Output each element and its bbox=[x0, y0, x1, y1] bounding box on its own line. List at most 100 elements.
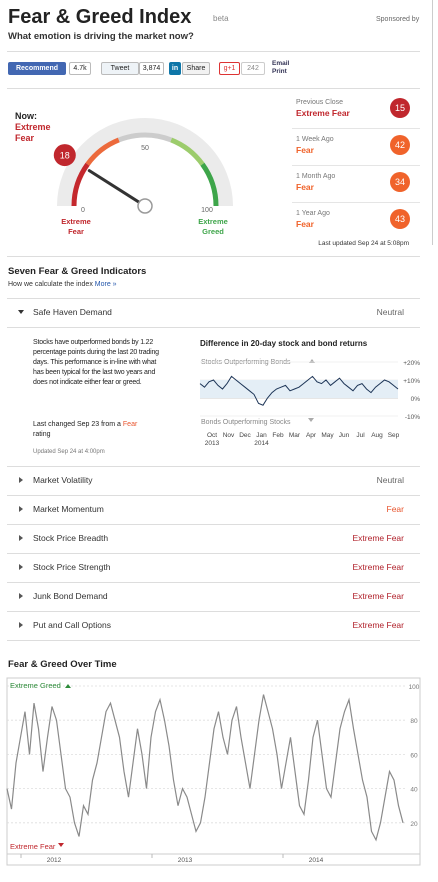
down-arrow bbox=[308, 418, 314, 422]
gplus-count: 242 bbox=[241, 62, 265, 75]
y-tick-label: 80 bbox=[410, 718, 418, 725]
row-arrow bbox=[19, 622, 23, 628]
year-label: 2014 bbox=[254, 440, 269, 447]
last-updated: Last updated Sep 24 at 5:08pm bbox=[318, 240, 409, 247]
tweet-count: 3,874 bbox=[139, 62, 164, 75]
month-label: Sep bbox=[388, 432, 400, 439]
row-name[interactable]: Market Volatility bbox=[33, 475, 93, 485]
more-link[interactable]: More » bbox=[94, 281, 117, 288]
y-tick-label: 0% bbox=[411, 396, 421, 403]
value-badge bbox=[53, 144, 76, 167]
divider bbox=[7, 88, 420, 89]
row-arrow bbox=[19, 593, 23, 599]
row-name[interactable]: Stock Price Strength bbox=[33, 562, 111, 572]
needle-hub bbox=[137, 198, 153, 214]
month-label: Jan bbox=[256, 432, 267, 439]
y-tick-label: +10% bbox=[403, 378, 420, 385]
indicators-title: Seven Fear & Greed Indicators bbox=[8, 266, 147, 277]
history-label: 1 Month Ago bbox=[296, 173, 336, 180]
chart-frame bbox=[6, 677, 421, 866]
history-badge: 34 bbox=[390, 172, 410, 192]
row-arrow bbox=[18, 310, 24, 314]
now-label: Now: bbox=[15, 111, 37, 121]
how-link: How we calculate the index More » bbox=[8, 281, 117, 288]
row-rating: Extreme Fear bbox=[352, 591, 405, 601]
row-name[interactable]: Junk Bond Demand bbox=[33, 591, 108, 601]
row-name[interactable]: Market Momentum bbox=[33, 504, 104, 514]
difference-line bbox=[199, 375, 399, 406]
row-rating: Extreme Fear bbox=[352, 620, 405, 630]
over-time-chart: 100 80 60 40 20 Extreme Greed Extreme Fear 2012… bbox=[6, 677, 421, 866]
month-label: Mar bbox=[289, 432, 301, 439]
y-tick-label: 20 bbox=[410, 821, 418, 828]
recommend-button[interactable]: Recommend bbox=[8, 62, 66, 75]
tweet-button[interactable]: Tweet bbox=[101, 62, 139, 75]
divider bbox=[7, 495, 420, 496]
over-time-title: Fear & Greed Over Time bbox=[8, 659, 117, 670]
recommend-count: 4.7k bbox=[69, 62, 91, 75]
detail-updated: Updated Sep 24 at 4:00pm bbox=[33, 449, 105, 455]
print-link[interactable]: Print bbox=[272, 68, 287, 75]
row-name[interactable]: Stock Price Breadth bbox=[33, 533, 109, 543]
row-name[interactable]: Safe Haven Demand bbox=[33, 307, 112, 317]
history-rating: Fear bbox=[296, 145, 314, 155]
detail-chart: Stocks Outperforming Bonds Bonds Outperfo… bbox=[199, 359, 421, 447]
divider bbox=[7, 466, 420, 467]
month-label: Aug bbox=[371, 432, 383, 439]
title: Fear & Greed Index bbox=[8, 6, 192, 28]
year-label: 2013 bbox=[205, 440, 220, 447]
index-line bbox=[6, 694, 404, 842]
bottom-label: Bonds Outperforming Stocks bbox=[201, 419, 291, 426]
row-arrow bbox=[19, 506, 23, 512]
linkedin-icon: in bbox=[169, 62, 181, 75]
year-label: 2013 bbox=[178, 857, 193, 864]
gauge-tick-label: 50 bbox=[141, 145, 149, 152]
year-label: 2014 bbox=[309, 857, 324, 864]
row-arrow bbox=[19, 535, 23, 541]
history-label: Previous Close bbox=[296, 99, 344, 106]
divider bbox=[292, 202, 420, 203]
history-badge: 15 bbox=[390, 98, 410, 118]
history-badge: 42 bbox=[390, 135, 410, 155]
changed-rating: Fear bbox=[122, 421, 138, 428]
y-tick-label: 100 bbox=[409, 684, 420, 691]
history-rating: Fear bbox=[296, 219, 314, 229]
history-badge: 43 bbox=[390, 209, 410, 229]
row-name[interactable]: Put and Call Options bbox=[33, 620, 111, 630]
email-link[interactable]: Email bbox=[272, 60, 290, 67]
month-label: May bbox=[321, 432, 334, 439]
gauge-band bbox=[57, 118, 233, 207]
gauge-tick-label: 0 bbox=[81, 207, 85, 214]
y-tick-label: -10% bbox=[405, 414, 420, 421]
month-label: Jul bbox=[356, 432, 365, 439]
history-rating: Extreme Fear bbox=[296, 108, 350, 118]
gauge-min-label: Extreme Fear bbox=[61, 217, 91, 236]
subtitle: What emotion is driving the market now? bbox=[8, 31, 194, 42]
history-label: 1 Year Ago bbox=[296, 210, 330, 217]
y-tick-label: 40 bbox=[410, 787, 418, 794]
value-label: 18 bbox=[60, 151, 70, 161]
detail-text: Stocks have outperformed bonds by 1.22 p… bbox=[33, 339, 159, 386]
divider bbox=[7, 640, 420, 641]
month-label: Nov bbox=[223, 432, 235, 439]
row-arrow bbox=[19, 477, 23, 483]
row-rating: Extreme Fear bbox=[352, 562, 405, 572]
divider bbox=[7, 51, 420, 52]
gplus-button[interactable]: g+1 bbox=[219, 62, 240, 75]
y-tick-label: 60 bbox=[410, 752, 418, 759]
needle bbox=[87, 169, 147, 208]
gauge-max-label: Extreme Greed bbox=[198, 217, 228, 236]
divider bbox=[7, 582, 420, 583]
top-label: Extreme Greed bbox=[10, 681, 61, 690]
detail-chart-title: Difference in 20-day stock and bond retu… bbox=[200, 339, 368, 348]
month-label: Apr bbox=[306, 432, 317, 439]
row-rating: Extreme Fear bbox=[352, 533, 405, 543]
month-label: Dec bbox=[239, 432, 251, 439]
now-rating: Extreme Fear bbox=[15, 122, 51, 143]
month-label: Jun bbox=[339, 432, 350, 439]
sponsored: Sponsored by bbox=[376, 16, 420, 23]
gauge-segment bbox=[200, 162, 219, 207]
share-button[interactable]: Share bbox=[182, 62, 210, 75]
divider bbox=[7, 327, 420, 328]
